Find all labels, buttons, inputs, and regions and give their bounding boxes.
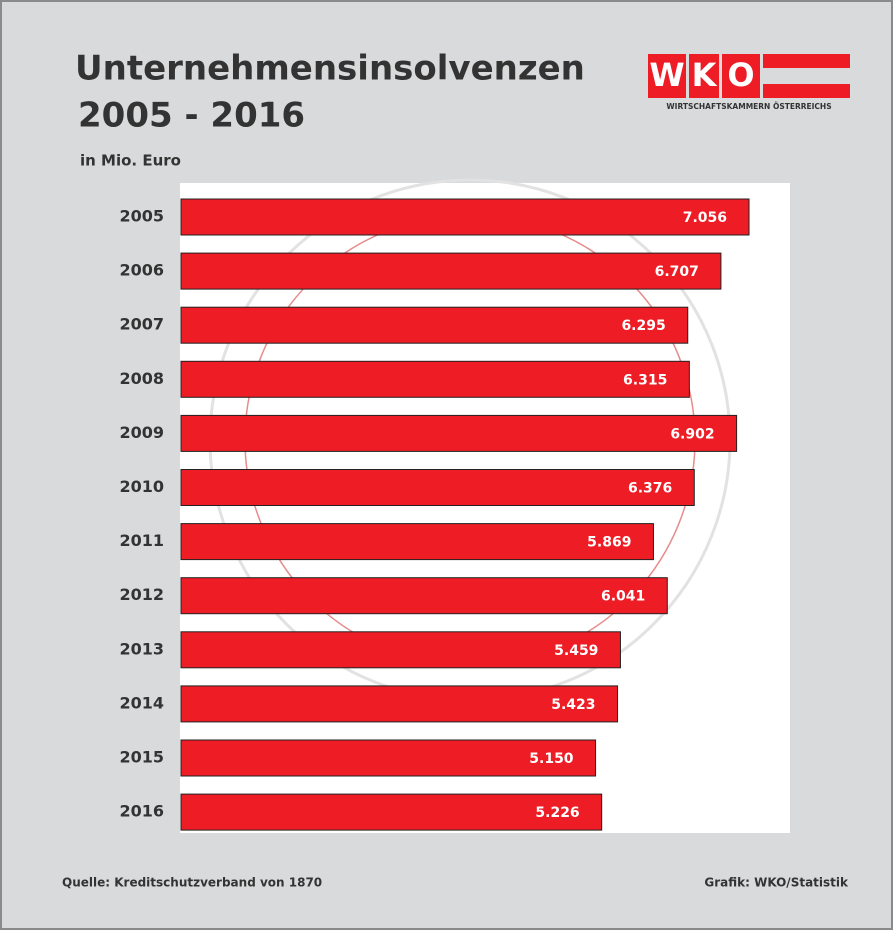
y-tick-label: 2007 [119,315,164,334]
bar [180,685,619,723]
logo-letter: K [692,56,718,94]
y-tick-label: 2015 [119,748,164,767]
logo-box [722,54,760,98]
value-label: 5.423 [551,697,595,713]
bar [180,469,695,506]
value-label: 6.041 [601,589,645,605]
bar [180,252,722,290]
value-label: 6.376 [628,481,672,497]
logo-box [689,54,719,98]
bar [180,306,689,344]
y-tick-label: 2012 [119,585,164,604]
logo: W K O WIRTSCHAFTSKAMMERN ÖSTERREICHS [648,54,850,111]
value-label: 7.056 [683,210,727,226]
y-tick-label: 2006 [119,261,164,280]
bar [180,739,597,777]
logo-letter: O [727,56,754,94]
bar [180,360,690,398]
bar [180,414,738,452]
logo-text: WIRTSCHAFTSKAMMERN ÖSTERREICHS [666,102,831,111]
value-label: 6.902 [670,426,714,442]
chart-title: Unternehmensinsolvenzen [75,49,585,89]
logo-flag [763,54,850,68]
value-label: 6.315 [623,372,667,388]
source: Quelle: Kreditschutzverband von 1870 [62,876,322,890]
y-tick-label: 2005 [119,207,164,226]
y-tick-label: 2009 [119,423,164,442]
y-tick-label: 2013 [119,639,164,658]
y-tick-label: 2016 [119,802,164,821]
bar [180,577,668,615]
credit: Grafik: WKO/Statistik [704,876,849,890]
value-label: 5.869 [587,535,631,551]
logo-letter: W [649,56,684,94]
unit-label: in Mio. Euro [80,152,181,170]
bar [180,523,654,561]
y-tick-label: 2010 [119,477,164,496]
y-tick-label: 2011 [119,531,164,550]
plot-panel [180,183,790,833]
value-label: 6.707 [655,264,699,280]
logo-box [648,54,686,98]
value-label: 5.150 [529,751,574,767]
y-tick-label: 2014 [119,693,164,712]
value-label: 5.459 [554,643,598,659]
bar [180,631,621,669]
logo-flag [763,84,850,98]
value-label: 6.295 [621,318,665,334]
bar [180,198,750,236]
chart-subtitle: 2005 - 2016 [78,96,305,136]
value-label: 5.226 [535,805,579,821]
bar [180,793,603,831]
y-tick-label: 2008 [119,369,164,388]
